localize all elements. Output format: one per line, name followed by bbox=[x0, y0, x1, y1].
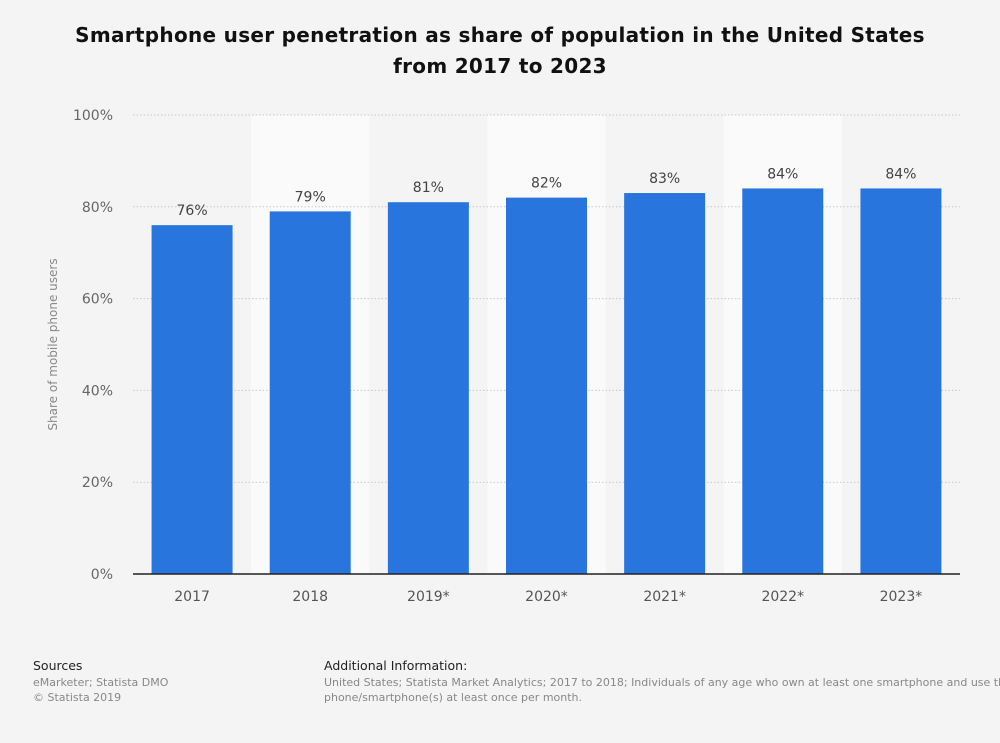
data-label: 81% bbox=[413, 180, 444, 196]
y-tick-label: 80% bbox=[82, 200, 113, 216]
x-tick-label: 2018 bbox=[292, 589, 328, 605]
data-label: 84% bbox=[885, 166, 916, 182]
y-tick-label: 100% bbox=[73, 108, 113, 124]
y-tick-label: 60% bbox=[82, 292, 113, 308]
x-tick-label: 2023* bbox=[880, 589, 923, 605]
additional-info-block: Additional Information: United States; S… bbox=[324, 657, 1000, 705]
sources-block: Sources eMarketer; Statista DMO © Statis… bbox=[33, 657, 168, 705]
data-label: 82% bbox=[531, 176, 562, 192]
bar[interactable] bbox=[269, 211, 351, 574]
bar[interactable] bbox=[387, 202, 469, 574]
x-tick-label: 2021* bbox=[643, 589, 686, 605]
data-label: 79% bbox=[295, 189, 326, 205]
x-tick-label: 2019* bbox=[407, 589, 450, 605]
bar-chart: 0% 20% 40% 60% 80% 100% Share of mobile phone … bbox=[46, 108, 960, 605]
x-tick-label: 2020* bbox=[525, 589, 568, 605]
additional-info-line: phone/smartphone(s) at least once per mo… bbox=[324, 691, 583, 704]
additional-info-line: United States; Statista Market Analytics… bbox=[324, 676, 1000, 689]
bar[interactable] bbox=[151, 225, 233, 574]
copyright-text: © Statista 2019 bbox=[33, 691, 122, 704]
y-axis-label: Share of mobile phone users bbox=[46, 258, 60, 430]
data-label: 76% bbox=[177, 203, 208, 219]
bar[interactable] bbox=[742, 188, 824, 574]
bar[interactable] bbox=[860, 188, 942, 574]
y-tick-label: 20% bbox=[82, 475, 113, 491]
data-label: 84% bbox=[767, 166, 798, 182]
y-tick-label: 0% bbox=[91, 567, 113, 583]
additional-info-heading: Additional Information: bbox=[324, 658, 468, 673]
bar[interactable] bbox=[624, 193, 706, 574]
sources-heading: Sources bbox=[33, 658, 83, 673]
data-label: 83% bbox=[649, 171, 680, 187]
bar[interactable] bbox=[506, 197, 587, 574]
sources-text[interactable]: eMarketer; Statista DMO bbox=[33, 676, 169, 689]
x-tick-label: 2022* bbox=[761, 589, 804, 605]
y-tick-label: 40% bbox=[82, 383, 113, 399]
chart-title: Smartphone user penetration as share of … bbox=[75, 23, 925, 78]
x-tick-label: 2017 bbox=[174, 589, 210, 605]
